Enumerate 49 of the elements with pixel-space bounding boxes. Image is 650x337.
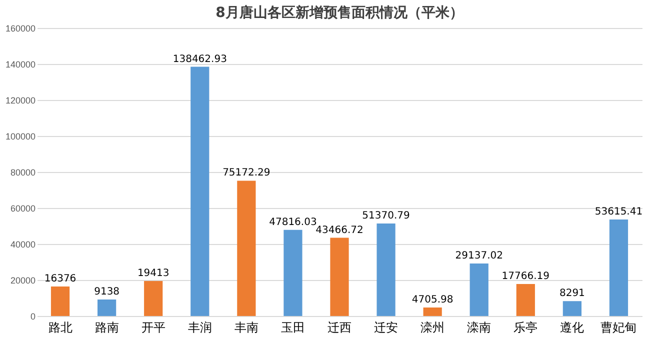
x-tick-label: 乐亭 — [514, 320, 538, 334]
bar — [284, 230, 302, 316]
data-label: 53615.41 — [594, 206, 643, 218]
data-label: 17766.19 — [502, 271, 550, 282]
y-tick-label: 40000 — [10, 240, 36, 250]
x-tick-label: 开平 — [141, 320, 166, 334]
y-tick-label: 100000 — [5, 132, 36, 142]
x-tick-label: 滦南 — [467, 320, 492, 334]
chart-title: 8月唐山各区新增预售面积情况（平米） — [216, 4, 464, 21]
y-tick-label: 20000 — [10, 276, 36, 286]
bar — [98, 300, 116, 316]
data-label: 29137.02 — [455, 250, 503, 262]
data-label: 9138 — [94, 286, 120, 298]
data-label: 138462.93 — [172, 54, 227, 65]
data-label: 47816.03 — [269, 216, 317, 228]
bar — [190, 66, 210, 316]
y-tick-label: 80000 — [10, 168, 36, 178]
y-tick-label: 140000 — [5, 60, 36, 70]
x-tick-label: 迁西 — [328, 320, 352, 334]
x-tick-label: 迁安 — [374, 320, 398, 334]
bar — [470, 264, 488, 316]
data-label: 16376 — [44, 274, 76, 285]
data-label: 8291 — [559, 288, 585, 300]
x-tick-label: 曹妃甸 — [600, 320, 637, 334]
bar — [50, 286, 70, 316]
data-label: 43466.72 — [316, 224, 364, 236]
bar — [330, 238, 349, 316]
data-label: 51370.79 — [362, 210, 410, 222]
data-label: 4705.98 — [412, 294, 454, 306]
y-tick-label: 120000 — [5, 96, 36, 106]
bar — [376, 224, 396, 316]
y-tick-label: 60000 — [10, 204, 36, 214]
y-tick-label: 160000 — [5, 24, 36, 34]
bar — [516, 284, 535, 316]
x-tick-label: 路南 — [94, 320, 119, 334]
x-tick-label: 丰润 — [188, 320, 212, 334]
x-tick-label: 玉田 — [280, 320, 305, 334]
x-tick-label: 滦州 — [420, 320, 445, 334]
x-tick-label: 遵化 — [560, 320, 584, 334]
bar — [423, 308, 442, 316]
data-label: 19413 — [137, 268, 170, 280]
bar — [562, 301, 582, 316]
x-tick-label: 路北 — [48, 320, 72, 334]
x-tick-label: 丰南 — [234, 320, 258, 334]
bar — [144, 281, 163, 316]
y-tick-label: 0 — [30, 312, 36, 322]
data-label: 75172.29 — [222, 168, 270, 179]
bar — [609, 219, 628, 316]
bar — [237, 180, 256, 316]
